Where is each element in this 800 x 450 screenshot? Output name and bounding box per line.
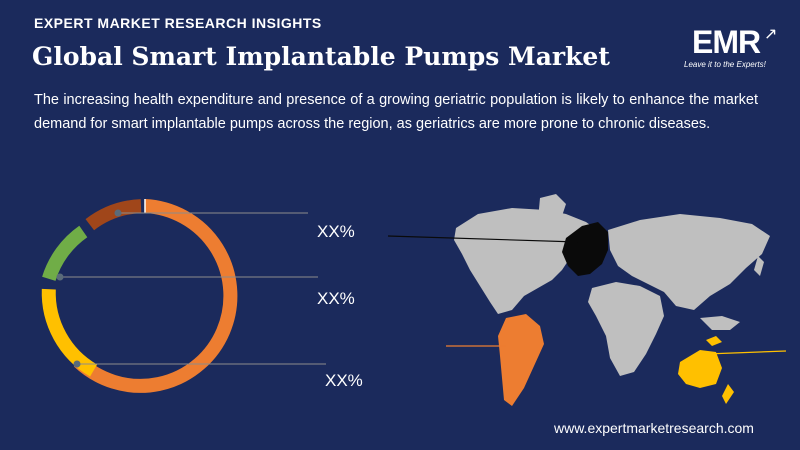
insights-kicker: EXPERT MARKET RESEARCH INSIGHTS bbox=[34, 15, 322, 31]
leader-dot-3 bbox=[73, 360, 81, 368]
map-south-america bbox=[498, 314, 544, 406]
percent-label-1: XX% bbox=[317, 222, 355, 241]
map-europe bbox=[562, 222, 608, 276]
footer-url[interactable]: www.expertmarketresearch.com bbox=[554, 420, 754, 436]
map-japan bbox=[754, 256, 764, 276]
map-connector-europe bbox=[387, 235, 579, 243]
page-title: Global Smart Implantable Pumps Market bbox=[32, 42, 610, 71]
map-africa bbox=[588, 282, 664, 376]
map-connector-australia bbox=[705, 350, 787, 355]
logo-tagline: Leave it to the Experts! bbox=[684, 60, 766, 69]
ring-segment-brown bbox=[85, 199, 142, 231]
leader-dot-1 bbox=[114, 209, 122, 217]
percent-label-3: XX% bbox=[325, 371, 363, 390]
map-new-zealand bbox=[722, 384, 734, 404]
leader-dot-2 bbox=[56, 273, 64, 281]
emr-logo[interactable]: EMR ↗ Leave it to the Experts! bbox=[682, 24, 782, 74]
map-asia bbox=[608, 214, 770, 310]
logo-text: EMR bbox=[692, 24, 761, 60]
map-australia bbox=[678, 350, 722, 388]
map-new-guinea bbox=[706, 336, 722, 346]
ring-segment-orange bbox=[73, 199, 238, 393]
description-text: The increasing health expenditure and pr… bbox=[34, 92, 758, 132]
arrow-up-right-icon: ↗ bbox=[764, 26, 778, 43]
ring-segment-green bbox=[42, 225, 88, 282]
map-north-america bbox=[454, 208, 600, 314]
map-greenland bbox=[538, 194, 566, 230]
percent-label-2: XX% bbox=[317, 289, 355, 308]
map-se-asia bbox=[700, 316, 740, 330]
